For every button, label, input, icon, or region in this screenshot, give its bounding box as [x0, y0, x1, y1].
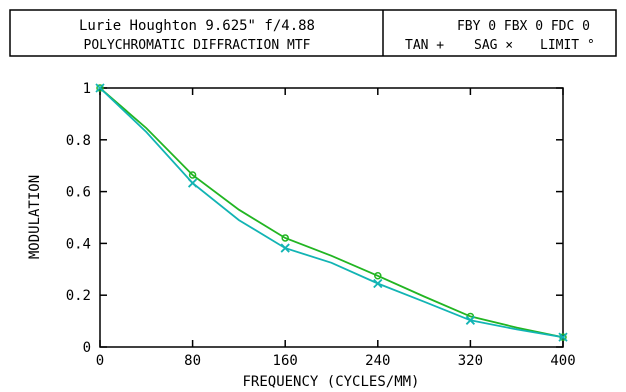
plot-series	[95, 83, 568, 342]
y-tick-label: 0.6	[66, 185, 91, 201]
x-tick-label: 0	[96, 353, 104, 369]
x-axis-label: FREQUENCY (CYCLES/MM)	[242, 374, 419, 390]
data-point-tan	[188, 171, 197, 179]
data-point-tan	[96, 84, 104, 92]
series-line-sag	[99, 87, 564, 339]
y-axis: 0 0.2 0.4 0.6 0.8 1	[66, 81, 563, 356]
y-tick-label: 0.2	[66, 288, 91, 304]
data-point-sag	[95, 83, 105, 93]
x-tick-label: 400	[550, 353, 575, 369]
data-point-sag	[187, 178, 198, 188]
data-point-tan	[374, 272, 382, 280]
header-field-info: FBY 0 FBX 0 FDC 0	[457, 19, 590, 34]
data-point-sag	[373, 278, 383, 289]
header-border	[9, 9, 617, 57]
legend-limit: LIMIT °	[540, 38, 595, 53]
y-tick-label: 0	[83, 340, 91, 356]
data-point-tan	[281, 234, 289, 242]
y-tick-label: 0.4	[66, 236, 91, 252]
x-tick-label: 240	[365, 353, 390, 369]
x-axis: 0 80 160 240 320 400	[96, 88, 576, 369]
y-tick-label: 0.8	[66, 133, 91, 149]
legend-sag: SAG ×	[474, 38, 513, 53]
plot-area-border	[99, 87, 564, 348]
x-tick-label: 80	[184, 353, 201, 369]
x-tick-label: 160	[273, 353, 298, 369]
series-line-tan	[99, 87, 564, 339]
data-point-sag	[558, 332, 568, 342]
header-title-line2: POLYCHROMATIC DIFFRACTION MTF	[84, 38, 311, 53]
series-tan	[96, 84, 567, 341]
y-tick-label: 1	[83, 81, 91, 97]
x-tick-label: 320	[458, 353, 483, 369]
header-title-line1: Lurie Houghton 9.625" f/4.88	[79, 18, 315, 34]
legend-tan: TAN +	[405, 38, 444, 53]
series-sag	[95, 83, 568, 342]
header-panel: Lurie Houghton 9.625" f/4.88 POLYCHROMAT…	[9, 9, 617, 57]
data-point-sag	[280, 243, 290, 253]
data-point-sag	[465, 315, 476, 325]
y-axis-label: MODULATION	[27, 175, 43, 259]
